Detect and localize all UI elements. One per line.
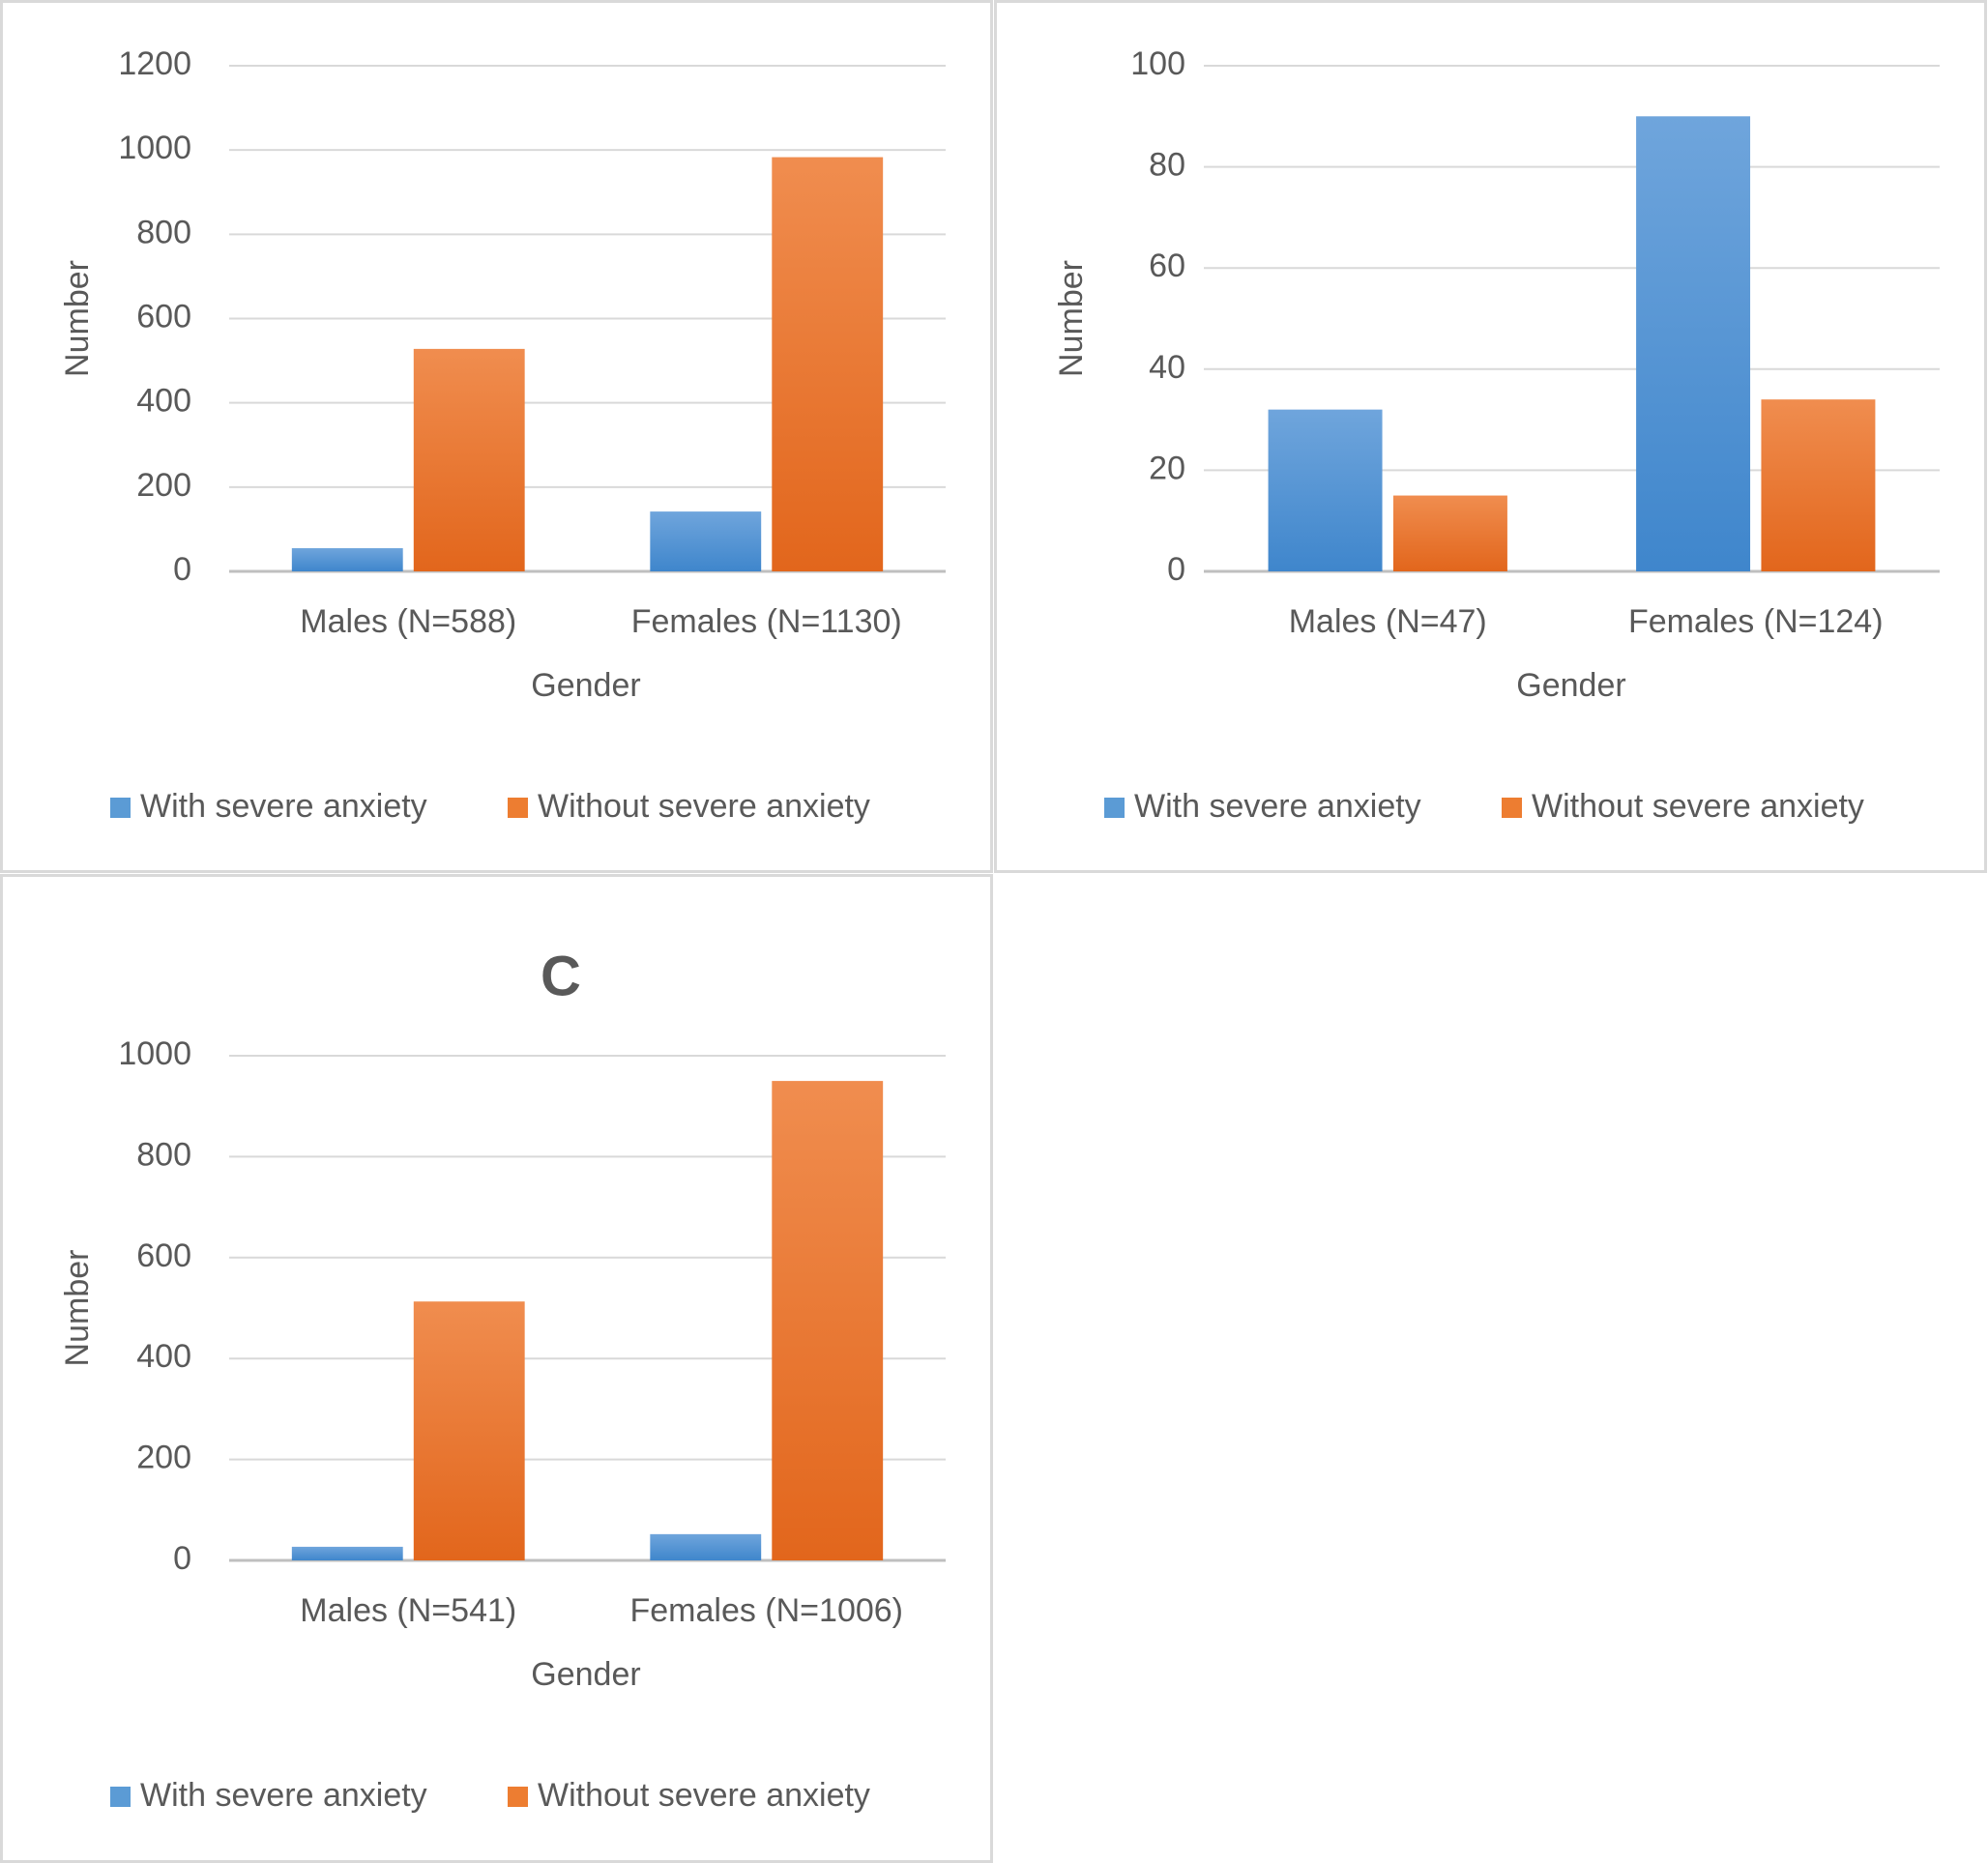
legend-label-without-severe-anxiety: Without severe anxiety	[1532, 788, 1864, 825]
x-category-label: Females (N=124)	[1628, 603, 1884, 640]
bar-with-severe-anxiety-females	[650, 511, 762, 571]
bar-with-severe-anxiety-females	[1636, 116, 1751, 572]
chart-title: C	[541, 945, 581, 1007]
y-tick-label: 0	[173, 1540, 191, 1577]
legend-label-without-severe-anxiety: Without severe anxiety	[538, 788, 870, 825]
legend-label-with-severe-anxiety: With severe anxiety	[140, 788, 427, 825]
bar-with-severe-anxiety-males	[291, 548, 403, 571]
legend-label-with-severe-anxiety: With severe anxiety	[140, 1777, 427, 1814]
legend-swatch-with-severe-anxiety	[110, 1787, 131, 1807]
y-axis-label: Number	[1053, 260, 1090, 377]
y-tick-label: 1000	[118, 1035, 191, 1072]
x-category-label: Females (N=1130)	[631, 603, 902, 640]
bar-without-severe-anxiety-females	[772, 157, 884, 571]
legend-swatch-without-severe-anxiety	[508, 798, 528, 818]
bar-with-severe-anxiety-males	[1268, 409, 1383, 571]
bar-with-severe-anxiety-females	[650, 1533, 762, 1560]
legend-swatch-without-severe-anxiety	[508, 1787, 528, 1807]
y-tick-label: 100	[1130, 45, 1185, 82]
bar-without-severe-anxiety-males	[1392, 495, 1507, 571]
y-tick-label: 80	[1149, 147, 1185, 184]
legend-swatch-with-severe-anxiety	[110, 798, 131, 818]
y-tick-label: 0	[1167, 551, 1185, 588]
y-tick-label: 200	[136, 1440, 191, 1476]
legend-swatch-with-severe-anxiety	[1104, 798, 1125, 818]
y-axis-label: Number	[59, 260, 96, 377]
y-tick-label: 0	[173, 551, 191, 588]
y-tick-label: 400	[136, 383, 191, 420]
y-tick-label: 600	[136, 1237, 191, 1274]
x-category-label: Males (N=588)	[300, 603, 516, 640]
y-tick-label: 1000	[118, 130, 191, 166]
legend-swatch-without-severe-anxiety	[1502, 798, 1522, 818]
y-tick-label: 40	[1149, 349, 1185, 386]
x-axis-label: Gender	[531, 1656, 640, 1693]
x-axis-label: Gender	[531, 667, 640, 704]
bar-with-severe-anxiety-males	[291, 1546, 403, 1560]
y-tick-label: 1200	[118, 45, 191, 82]
bar-without-severe-anxiety-females	[772, 1081, 884, 1560]
bar-without-severe-anxiety-females	[1761, 399, 1876, 571]
x-category-label: Females (N=1006)	[629, 1592, 903, 1629]
x-axis-label: Gender	[1516, 667, 1625, 704]
bar-without-severe-anxiety-males	[413, 1301, 525, 1560]
y-tick-label: 400	[136, 1338, 191, 1375]
chart-panel-1: 0 200 400 600 800 1000 1200 Number Males (N=588)…	[0, 0, 993, 873]
chart-panel-2: 0 20 40 60 80 100 Number Males (N=47) Females (N…	[994, 0, 1987, 873]
y-axis-label: Number	[59, 1250, 96, 1367]
legend-label-with-severe-anxiety: With severe anxiety	[1134, 788, 1421, 825]
y-tick-label: 600	[136, 298, 191, 335]
y-tick-label: 800	[136, 214, 191, 250]
y-tick-label: 60	[1149, 247, 1185, 284]
bar-without-severe-anxiety-males	[413, 348, 525, 571]
y-tick-label: 20	[1149, 450, 1185, 486]
x-category-label: Males (N=541)	[300, 1592, 516, 1629]
legend-label-without-severe-anxiety: Without severe anxiety	[538, 1777, 870, 1814]
x-category-label: Males (N=47)	[1289, 603, 1487, 640]
chart-panel-3: C 0 200 400 600 800 1000 Number Males (N=541) Fem…	[0, 874, 993, 1863]
y-tick-label: 200	[136, 467, 191, 504]
y-tick-label: 800	[136, 1136, 191, 1173]
